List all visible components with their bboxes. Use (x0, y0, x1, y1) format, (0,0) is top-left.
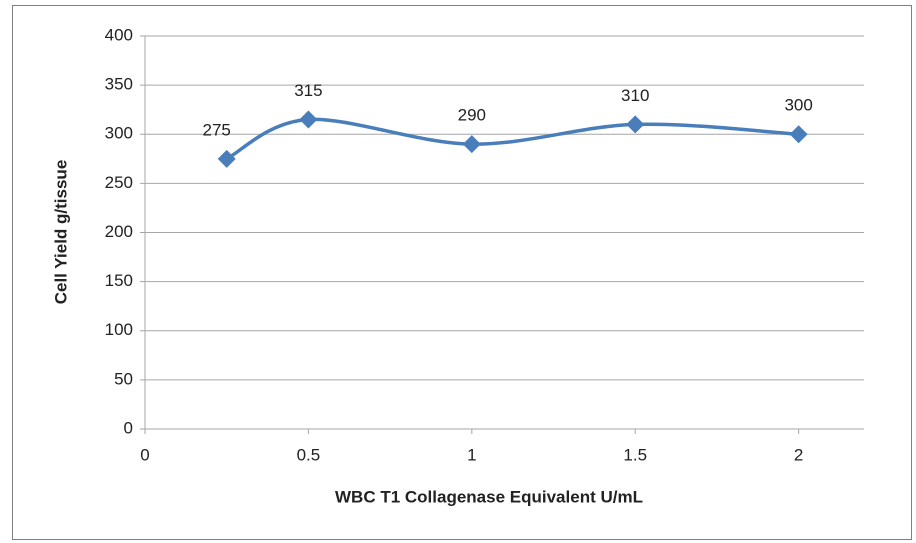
marker (299, 110, 318, 129)
data-label: 290 (458, 106, 486, 125)
data-label: 315 (294, 81, 322, 100)
y-tick-label: 300 (105, 124, 133, 143)
y-tick-label: 150 (105, 271, 133, 290)
y-tick-label: 0 (124, 418, 133, 437)
y-tick-label: 350 (105, 75, 133, 94)
y-tick-label: 200 (105, 222, 133, 241)
x-tick-label: 0.5 (297, 445, 321, 464)
y-tick-label: 250 (105, 173, 133, 192)
x-tick-label: 0 (140, 445, 149, 464)
data-label: 310 (621, 86, 649, 105)
x-tick-label: 1.5 (623, 445, 647, 464)
marker (217, 149, 236, 168)
x-tick-label: 1 (467, 445, 476, 464)
chart-frame (12, 5, 912, 540)
marker (789, 125, 808, 144)
y-tick-label: 100 (105, 320, 133, 339)
marker (462, 135, 481, 154)
marker (626, 115, 645, 134)
data-label: 300 (784, 96, 812, 115)
y-tick-label: 400 (105, 25, 133, 44)
y-tick-label: 50 (114, 369, 133, 388)
x-tick-label: 2 (794, 445, 803, 464)
x-axis-label: WBC T1 Collagenase Equivalent U/mL (335, 487, 643, 506)
y-axis-label: Cell Yield g/tissue (51, 160, 70, 305)
data-label: 275 (203, 120, 231, 139)
